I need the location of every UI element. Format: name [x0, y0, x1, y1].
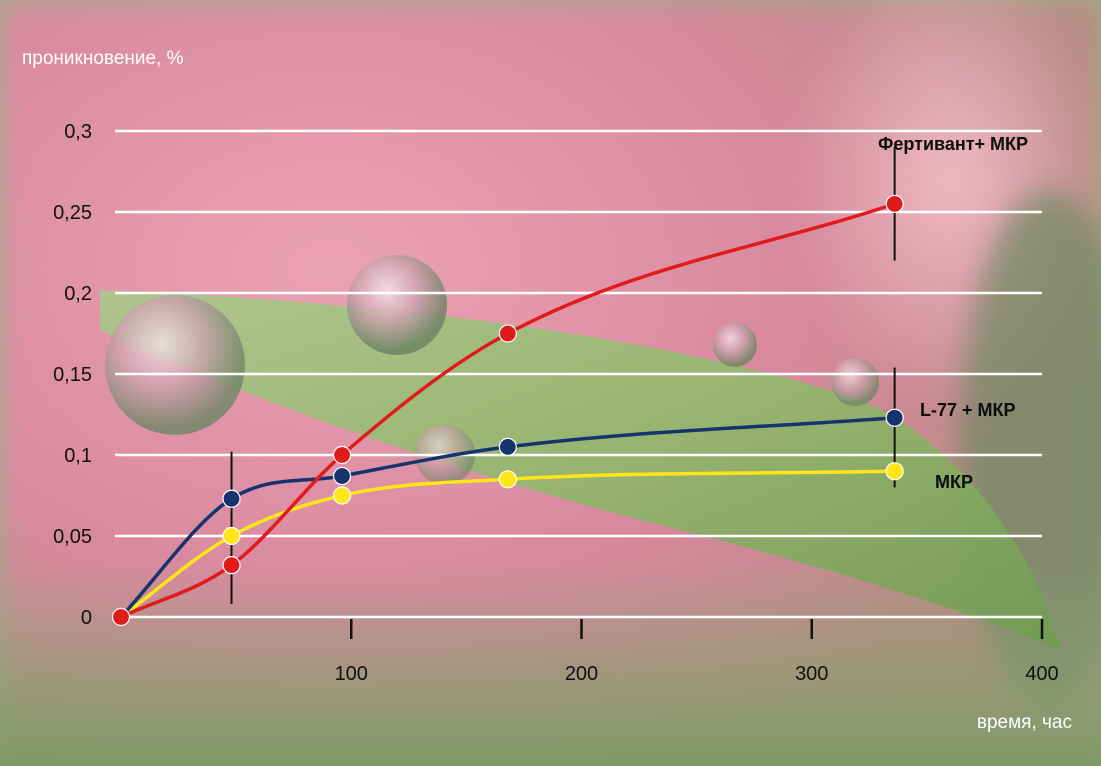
- x-tick-label-1: 200: [565, 663, 598, 685]
- data-point-mkr-1: [222, 526, 241, 546]
- x-axis-title: время, час: [977, 712, 1072, 733]
- series-line-mkr: [119, 469, 897, 619]
- series-label-mkr: МКР: [935, 472, 973, 492]
- data-point-l77-4: [885, 408, 904, 427]
- series-label-l77: L-77 + МКР: [920, 400, 1016, 420]
- y-tick-label-0: 0: [81, 607, 92, 629]
- x-tick-labels: 100 200 300 400: [335, 663, 1059, 685]
- data-point-fertivant-4: [885, 194, 904, 213]
- x-tick-label-2: 300: [795, 663, 828, 685]
- data-point-fertivant-3: [498, 324, 517, 343]
- y-tick-label-4: 0,2: [64, 283, 92, 305]
- x-tick-label-0: 100: [335, 663, 368, 685]
- y-tick-label-3: 0,15: [53, 364, 92, 386]
- gridlines: [115, 129, 1042, 619]
- data-point-mkr-4: [885, 462, 904, 481]
- series-layer: [111, 147, 904, 627]
- data-point-fertivant-2: [332, 445, 352, 465]
- series-line-fertivant: [119, 202, 897, 619]
- y-tick-labels: 0 0,05 0,1 0,15 0,2 0,25 0,3: [53, 121, 92, 629]
- y-tick-label-2: 0,1: [64, 445, 92, 467]
- y-tick-label-5: 0,25: [53, 202, 92, 224]
- x-axis: [350, 619, 1044, 639]
- data-point-l77-3: [498, 437, 517, 456]
- data-point-l77-1: [222, 489, 241, 508]
- x-tick-label-3: 400: [1025, 663, 1058, 685]
- data-point-fertivant-1: [222, 556, 241, 575]
- y-tick-label-1: 0,05: [53, 526, 92, 548]
- data-point-fertivant-0: [111, 607, 131, 627]
- y-axis-title: проникновение, %: [22, 48, 184, 69]
- data-point-mkr-2: [332, 486, 352, 505]
- series-line-l77: [119, 415, 897, 619]
- series-label-fertivant: Фертивант+ МКР: [878, 134, 1028, 154]
- data-point-l77-2: [332, 466, 352, 486]
- y-tick-label-6: 0,3: [64, 121, 92, 143]
- data-point-mkr-3: [498, 470, 517, 489]
